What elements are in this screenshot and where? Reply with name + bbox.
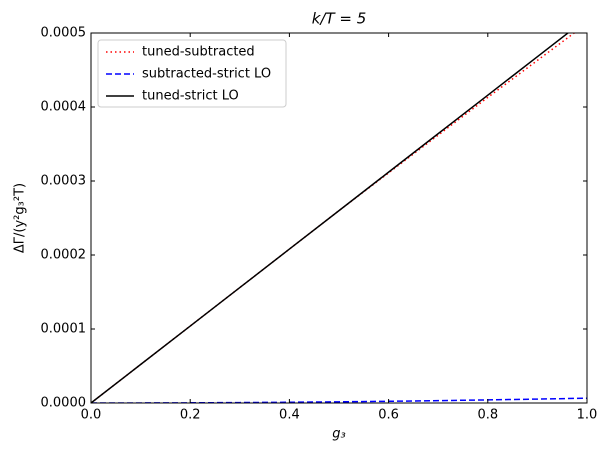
- x-tick-label: 0.4: [279, 408, 300, 423]
- series-line: [91, 397, 587, 403]
- y-tick-label: 0.0001: [41, 322, 87, 337]
- x-tick-label: 0.8: [477, 408, 498, 423]
- y-tick-label: 0.0002: [41, 248, 87, 263]
- y-axis-label: ΔΓ/(y²g₃²T): [13, 183, 28, 253]
- series-line: [91, 33, 570, 403]
- legend-label: tuned-subtracted: [142, 45, 255, 60]
- legend-label: subtracted-strict LO: [142, 67, 271, 82]
- y-tick-label: 0.0003: [41, 174, 87, 189]
- x-tick-label: 0.0: [81, 408, 102, 423]
- legend-label: tuned-strict LO: [142, 89, 239, 104]
- y-tick-label: 0.0005: [41, 26, 87, 41]
- x-axis-label: g₃: [332, 427, 345, 442]
- x-tick-label: 0.2: [180, 408, 201, 423]
- chart-title: k/T = 5: [312, 10, 367, 28]
- plot-frame: [90, 32, 588, 404]
- legend-box: [97, 39, 287, 108]
- x-tick-label: 0.6: [378, 408, 399, 423]
- y-tick-label: 0.0004: [41, 100, 87, 115]
- y-tick-label: 0.0000: [41, 396, 87, 411]
- x-tick-label: 1.0: [577, 408, 598, 423]
